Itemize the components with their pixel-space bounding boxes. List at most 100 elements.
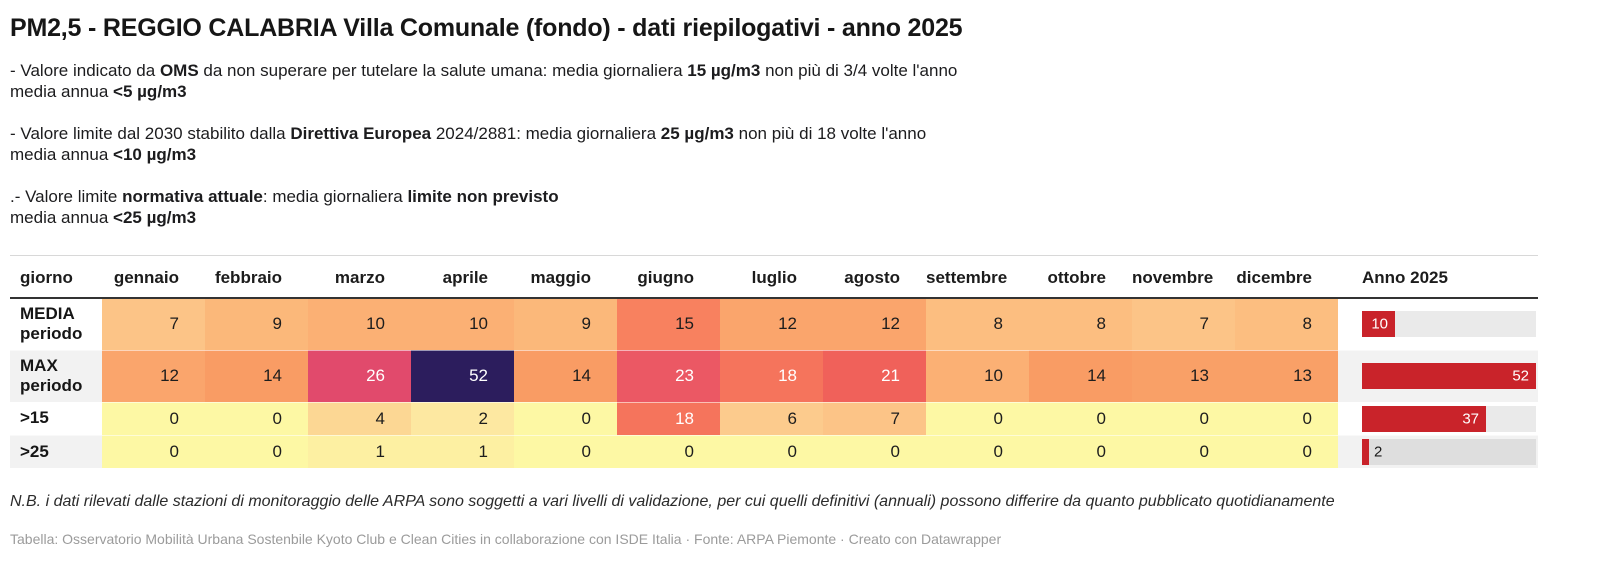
heatmap-cell: 0 xyxy=(1029,434,1132,468)
heatmap-cell: 0 xyxy=(1132,434,1235,468)
note-text: .- Valore limite xyxy=(10,187,123,206)
heatmap-cell: 52 xyxy=(411,349,514,402)
description-notes: - Valore indicato da OMS da non superare… xyxy=(10,60,1590,228)
heatmap-cell: 10 xyxy=(308,298,411,350)
note-text: - Valore indicato da xyxy=(10,61,160,80)
table-header-row: giorno gennaio febbraio marzo aprile maggio gi… xyxy=(10,255,1538,299)
heatmap-cell: 10 xyxy=(411,298,514,350)
column-header-month: marzo xyxy=(308,255,411,299)
validation-note: N.B. i dati rilevati dalle stazioni di m… xyxy=(10,493,1335,510)
note-text: non più di 18 volte l'anno xyxy=(733,124,927,143)
note-text: non più di 3/4 volte l'anno xyxy=(760,61,958,80)
column-header-giorno: giorno xyxy=(10,255,102,299)
bar-value-label: 10 xyxy=(1371,315,1388,333)
heatmap-cell: 0 xyxy=(1235,401,1338,435)
note-bold-text: limite non previsto xyxy=(407,187,559,206)
page-title: PM2,5 - REGGIO CALABRIA Villa Comunale (… xyxy=(10,14,963,42)
heatmap-cell: 18 xyxy=(617,401,720,435)
column-header-month: novembre xyxy=(1132,255,1235,299)
note-text: media annua xyxy=(10,145,114,164)
anno-bar-cell: 52 xyxy=(1338,349,1538,402)
note-bold-text: <10 µg/m3 xyxy=(113,145,197,164)
note-text: 2024/2881: media giornaliera xyxy=(431,124,661,143)
heatmap-cell: 8 xyxy=(926,298,1029,350)
heatmap-cell: 7 xyxy=(1132,298,1235,350)
heatmap-cell: 0 xyxy=(102,434,205,468)
heatmap-cell: 0 xyxy=(617,434,720,468)
bar-fill: 52 xyxy=(1362,363,1536,389)
pm25-summary-table: giorno gennaio febbraio marzo aprile maggio gi… xyxy=(10,255,1538,468)
table-row: MAX periodo 12 14 26 52 14 23 18 21 10 14 13 13 52 xyxy=(10,349,1538,402)
table-row: >25 0 0 1 1 0 0 0 0 0 0 0 0 2 xyxy=(10,434,1538,468)
bar-track: 10 xyxy=(1362,311,1536,338)
heatmap-cell: 26 xyxy=(308,349,411,402)
heatmap-cell: 9 xyxy=(205,298,308,350)
heatmap-cell: 7 xyxy=(823,401,926,435)
heatmap-cell: 10 xyxy=(926,349,1029,402)
note-bold-text: normativa attuale xyxy=(122,187,263,206)
heatmap-cell: 14 xyxy=(205,349,308,402)
bar-value-label: 37 xyxy=(1462,410,1479,427)
note-bold-text: 25 µg/m3 xyxy=(660,124,734,143)
table-row: >15 0 0 4 2 0 18 6 7 0 0 0 0 37 xyxy=(10,401,1538,435)
column-header-month: settembre xyxy=(926,255,1029,299)
note-bold-text: OMS xyxy=(159,61,199,80)
heatmap-cell: 7 xyxy=(102,298,205,350)
note-bold-text: <25 µg/m3 xyxy=(113,208,197,227)
heatmap-cell: 0 xyxy=(926,434,1029,468)
heatmap-cell: 0 xyxy=(514,401,617,435)
note-text: media annua xyxy=(10,82,114,101)
note-bold-text: Direttiva Europea xyxy=(290,124,432,143)
datawrapper-summary-page: PM2,5 - REGGIO CALABRIA Villa Comunale (… xyxy=(0,14,1600,547)
column-header-month: giugno xyxy=(617,255,720,299)
bar-track: 52 xyxy=(1362,363,1536,389)
column-header-month: febbraio xyxy=(205,255,308,299)
note-paragraph: - Valore limite dal 2030 stabilito dalla… xyxy=(10,123,1590,165)
source-attribution-line: Tabella: Osservatorio Mobilità Urbana So… xyxy=(10,531,1002,547)
bar-track: 37 xyxy=(1362,405,1536,432)
heatmap-cell: 14 xyxy=(1029,349,1132,402)
column-header-month: dicembre xyxy=(1235,255,1338,299)
bar-value-label: 52 xyxy=(1512,367,1529,385)
note-bold-text: 15 µg/m3 xyxy=(687,61,761,80)
column-header-month: agosto xyxy=(823,255,926,299)
anno-bar-cell: 10 xyxy=(1338,298,1538,350)
heatmap-cell: 0 xyxy=(926,401,1029,435)
heatmap-cell: 13 xyxy=(1235,349,1338,402)
bar-fill: 37 xyxy=(1362,405,1486,432)
column-header-month: gennaio xyxy=(102,255,205,299)
note-text: media annua xyxy=(10,208,114,227)
heatmap-cell: 12 xyxy=(102,349,205,402)
row-label: >25 xyxy=(10,434,102,468)
column-header-anno: Anno 2025 xyxy=(1338,255,1538,299)
heatmap-cell: 0 xyxy=(823,434,926,468)
heatmap-cell: 9 xyxy=(514,298,617,350)
row-label: MEDIA periodo xyxy=(20,304,83,344)
note-bold-text: <5 µg/m3 xyxy=(113,82,187,101)
bar-track: 2 xyxy=(1362,438,1536,465)
note-text: - Valore limite dal 2030 stabilito dalla xyxy=(10,124,291,143)
heatmap-cell: 0 xyxy=(1235,434,1338,468)
heatmap-cell: 6 xyxy=(720,401,823,435)
column-header-month: aprile xyxy=(411,255,514,299)
heatmap-cell: 21 xyxy=(823,349,926,402)
column-header-month: maggio xyxy=(514,255,617,299)
heatmap-cell: 23 xyxy=(617,349,720,402)
heatmap-cell: 14 xyxy=(514,349,617,402)
heatmap-cell: 12 xyxy=(720,298,823,350)
heatmap-cell: 0 xyxy=(1029,401,1132,435)
column-header-month: luglio xyxy=(720,255,823,299)
heatmap-cell: 0 xyxy=(102,401,205,435)
heatmap-cell: 8 xyxy=(1029,298,1132,350)
heatmap-cell: 12 xyxy=(823,298,926,350)
bar-value-label: 2 xyxy=(1374,443,1383,461)
heatmap-cell: 1 xyxy=(411,434,514,468)
row-label: MAX periodo xyxy=(10,349,102,402)
note-text: : media giornaliera xyxy=(262,187,408,206)
heatmap-cell: 4 xyxy=(308,401,411,435)
heatmap-cell: 2 xyxy=(411,401,514,435)
note-text: da non superare per tutelare la salute u… xyxy=(198,61,688,80)
note-paragraph: .- Valore limite normativa attuale: medi… xyxy=(10,186,1590,228)
note-paragraph: - Valore indicato da OMS da non superare… xyxy=(10,60,1590,102)
heatmap-cell: 0 xyxy=(514,434,617,468)
